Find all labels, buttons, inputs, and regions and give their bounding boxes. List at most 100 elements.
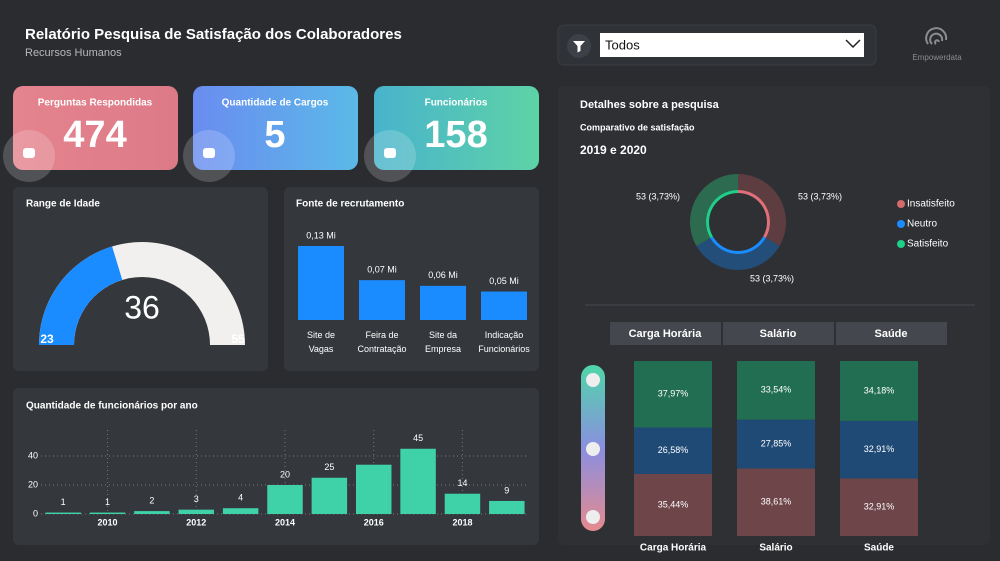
- logo: [925, 27, 948, 45]
- y-tick-label: 0: [33, 508, 38, 518]
- x-tick-label: 2016: [364, 517, 384, 527]
- chart-title: Fonte de recrutamento: [296, 199, 404, 210]
- funnel: [573, 41, 585, 53]
- data-label: 38,61%: [761, 497, 792, 507]
- data-label: 45: [413, 433, 423, 443]
- donut-ring: [706, 190, 738, 238]
- kpi-card: [193, 86, 358, 170]
- chart-subtitle: Comparativo de satisfação: [580, 122, 695, 132]
- kpi-card: [374, 86, 539, 170]
- data-label: 0,07 Mi: [367, 265, 397, 275]
- face: [586, 442, 600, 456]
- data-label: 26,58%: [658, 445, 689, 455]
- bar-segment: [840, 420, 918, 479]
- data-label: 0,05 Mi: [489, 276, 519, 286]
- kpi-value: 474: [63, 114, 126, 156]
- data-label: 0,06 Mi: [428, 270, 458, 280]
- legend-marker: [897, 200, 905, 208]
- x-tick-label: Salário: [759, 543, 792, 554]
- data-label: 4: [238, 493, 243, 503]
- dropdown-arrow: [845, 39, 861, 49]
- x-tick-label: Feira de Contratação: [357, 330, 406, 354]
- kpi-icon: [203, 148, 215, 158]
- data-label: 9: [504, 485, 509, 495]
- bar: [45, 512, 81, 514]
- x-tick-label: 2018: [452, 517, 472, 527]
- bar: [489, 500, 525, 514]
- bar: [481, 291, 527, 320]
- legend-label: Insatisfeito: [907, 199, 955, 210]
- chart-caption: 2019 e 2020: [580, 143, 647, 157]
- kpi-label: Funcionários: [425, 98, 488, 109]
- data-label: 14: [457, 478, 467, 488]
- data-label: 35,44%: [658, 499, 689, 509]
- subtitle: Recursos Humanos: [25, 47, 122, 59]
- column-header: [610, 322, 721, 345]
- dropdown[interactable]: [600, 33, 864, 57]
- column-header: [836, 322, 947, 345]
- kpi-icon: [23, 148, 35, 158]
- data-label: 53 (3,73%): [636, 191, 680, 201]
- kpi-value: 5: [264, 114, 285, 156]
- donut-ring: [738, 189, 771, 238]
- column-header: [723, 322, 834, 345]
- face: [586, 510, 600, 524]
- kpi-label: Quantidade de Cargos: [222, 98, 329, 109]
- bar: [400, 448, 436, 514]
- bar-segment: [737, 419, 815, 469]
- x-tick-label: Carga Horária: [640, 543, 707, 554]
- bar: [178, 509, 215, 514]
- bar-segment: [634, 427, 712, 474]
- column-header-label: Carga Horária: [629, 328, 703, 340]
- title: Relatório Pesquisa de Satisfação dos Col…: [25, 26, 402, 43]
- data-label: 27,85%: [761, 438, 792, 448]
- legend-marker: [897, 240, 905, 248]
- data-label: 34,18%: [864, 385, 895, 395]
- data-label: 2: [149, 495, 154, 505]
- legend-label: Neutro: [907, 219, 937, 230]
- face: [586, 373, 600, 387]
- data-label: 53 (3,73%): [798, 191, 842, 201]
- brand: Empowerdata: [912, 53, 962, 62]
- data-label: 20: [280, 469, 290, 479]
- bar: [359, 280, 405, 320]
- bar-segment: [840, 361, 918, 421]
- data-label: 1: [61, 497, 66, 507]
- kpi-icon: [384, 148, 396, 158]
- x-tick-label: 2010: [98, 517, 118, 527]
- bar-segment: [634, 473, 712, 536]
- column-header-label: Salário: [760, 328, 797, 340]
- bar: [355, 464, 392, 514]
- kpi-label: Perguntas Respondidas: [38, 98, 153, 109]
- y-tick-label: 20: [28, 479, 38, 489]
- bar: [222, 508, 259, 514]
- data-label: 3: [194, 494, 199, 504]
- chart-title: Quantidade de funcionários por ano: [26, 401, 198, 412]
- bar-segment: [737, 468, 815, 536]
- data-label: 25: [324, 462, 334, 472]
- kpi-value: 158: [424, 114, 487, 156]
- chart-title: Detalhes sobre a pesquisa: [580, 99, 720, 111]
- gauge-value-label: 36: [124, 289, 160, 325]
- bar: [420, 285, 466, 320]
- bar-segment: [840, 478, 918, 536]
- x-tick-label: Saúde: [864, 543, 894, 554]
- panel: [284, 187, 539, 371]
- gauge-value: [39, 246, 123, 345]
- data-label: 33,54%: [761, 385, 792, 395]
- bar: [89, 512, 126, 514]
- x-tick-label: Site da Empresa: [425, 330, 461, 354]
- chart-title: Range de Idade: [26, 199, 100, 210]
- donut-slice: [738, 174, 786, 246]
- data-label: 53 (3,73%): [750, 273, 794, 283]
- column-header-label: Saúde: [874, 328, 907, 340]
- gauge-max: 55: [231, 332, 245, 346]
- y-tick-label: 40: [28, 450, 38, 460]
- bar: [298, 246, 344, 320]
- x-tick-label: 2014: [275, 517, 295, 527]
- bar: [267, 485, 303, 514]
- data-label: 32,91%: [864, 502, 895, 512]
- donut-ring: [710, 236, 766, 255]
- data-label: 37,97%: [658, 389, 689, 399]
